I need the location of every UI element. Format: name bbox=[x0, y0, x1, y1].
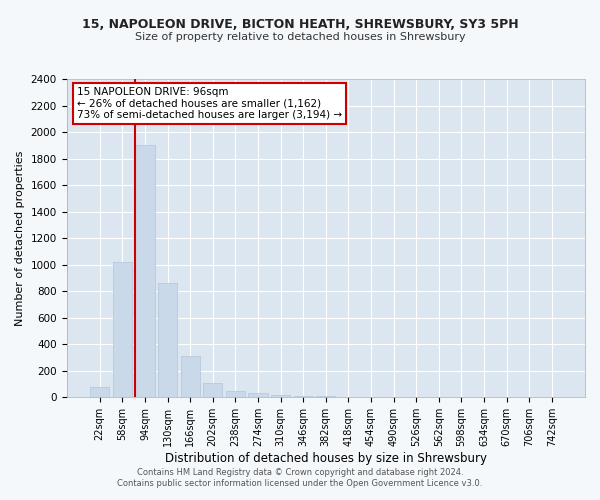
Y-axis label: Number of detached properties: Number of detached properties bbox=[15, 150, 25, 326]
Bar bbox=[339, 396, 358, 398]
Bar bbox=[293, 396, 313, 398]
Text: 15 NAPOLEON DRIVE: 96sqm
← 26% of detached houses are smaller (1,162)
73% of sem: 15 NAPOLEON DRIVE: 96sqm ← 26% of detach… bbox=[77, 87, 342, 120]
Bar bbox=[136, 146, 155, 398]
Text: 15, NAPOLEON DRIVE, BICTON HEATH, SHREWSBURY, SY3 5PH: 15, NAPOLEON DRIVE, BICTON HEATH, SHREWS… bbox=[82, 18, 518, 30]
X-axis label: Distribution of detached houses by size in Shrewsbury: Distribution of detached houses by size … bbox=[165, 452, 487, 465]
Bar bbox=[158, 284, 177, 398]
Bar bbox=[113, 262, 132, 398]
Bar bbox=[226, 390, 245, 398]
Bar bbox=[248, 392, 268, 398]
Text: Size of property relative to detached houses in Shrewsbury: Size of property relative to detached ho… bbox=[134, 32, 466, 42]
Bar bbox=[316, 396, 335, 398]
Bar bbox=[203, 383, 223, 398]
Text: Contains HM Land Registry data © Crown copyright and database right 2024.
Contai: Contains HM Land Registry data © Crown c… bbox=[118, 468, 482, 487]
Bar bbox=[271, 394, 290, 398]
Bar bbox=[181, 356, 200, 398]
Bar bbox=[90, 386, 109, 398]
